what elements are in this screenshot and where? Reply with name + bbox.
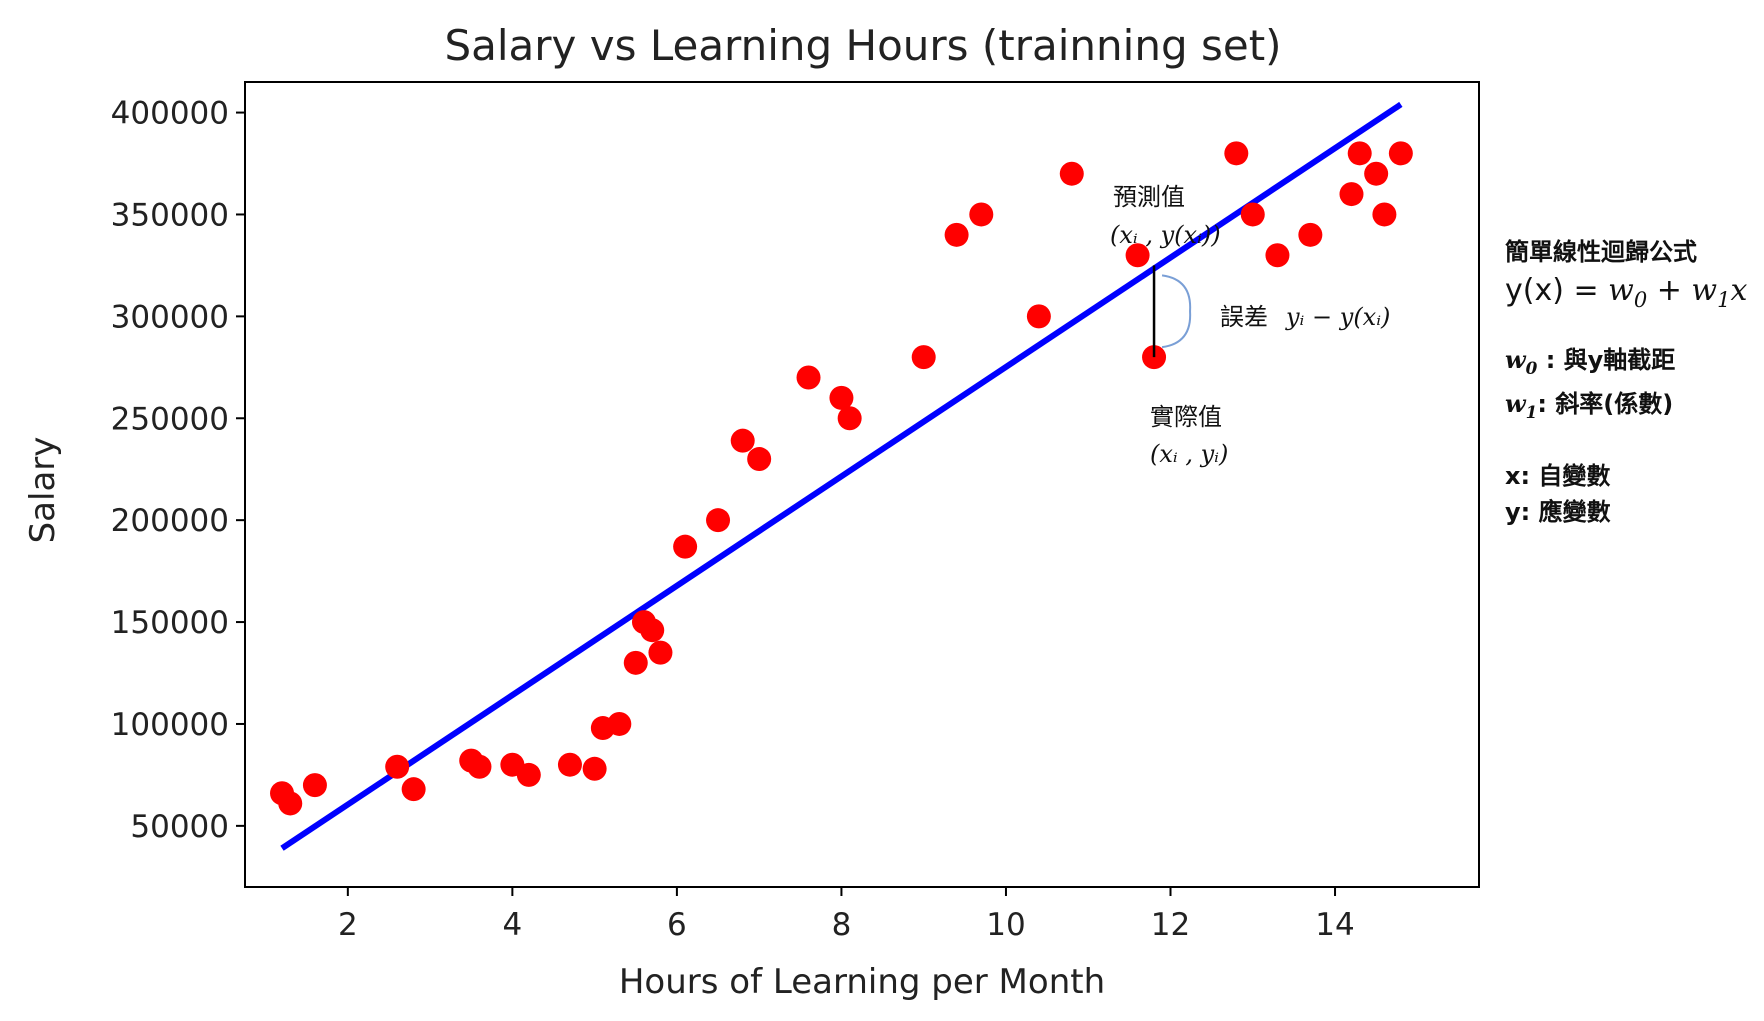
data-point <box>557 752 582 777</box>
data-point <box>467 754 492 779</box>
error-annotation <box>1152 265 1192 358</box>
x-axis-label: Hours of Learning per Month <box>619 962 1105 1002</box>
y-tick-label: 200000 <box>111 503 229 539</box>
data-point <box>1388 141 1413 166</box>
data-point <box>911 345 936 370</box>
data-point <box>796 365 821 390</box>
formula-panel: 簡單線性迴歸公式 y(x) = w0 + w1x w0 : 與y軸截距 w1: … <box>1505 232 1760 530</box>
x-tick-label: 2 <box>338 907 358 943</box>
equation-w0-symbol: w <box>1608 273 1634 308</box>
data-point <box>1298 222 1323 247</box>
data-points <box>270 141 1413 816</box>
x-definition: x: 自變數 <box>1505 461 1611 490</box>
equation-w0-sub: 0 <box>1633 288 1648 312</box>
y-tick-label: 250000 <box>111 401 229 437</box>
data-point <box>1026 304 1051 329</box>
actual-label: 實際值 <box>1150 403 1222 431</box>
data-point <box>969 202 994 227</box>
data-point <box>1125 243 1150 268</box>
error-expression: 𝑦ᵢ − y(𝑥ᵢ) <box>1285 303 1390 331</box>
data-point <box>302 773 327 798</box>
data-point <box>944 222 969 247</box>
error-brace <box>1161 274 1192 349</box>
y-axis: 50000 100000 150000 200000 250000 300000 35000… <box>111 96 245 845</box>
data-point <box>385 754 410 779</box>
y-tick-label: 400000 <box>111 96 229 132</box>
data-point <box>1240 202 1265 227</box>
y-tick-label: 150000 <box>111 605 229 641</box>
x-tick-label: 10 <box>986 907 1025 943</box>
data-point <box>1059 161 1084 186</box>
data-point <box>1347 141 1372 166</box>
x-tick-label: 12 <box>1151 907 1190 943</box>
w0-definition: w0 : 與y軸截距 <box>1505 342 1760 386</box>
equation-w1-symbol: w <box>1691 273 1718 308</box>
equation-plus: + <box>1647 273 1692 308</box>
y-tick-label: 350000 <box>111 197 229 233</box>
data-point <box>582 756 607 781</box>
w0-letter: w <box>1505 345 1526 374</box>
data-point <box>278 791 303 816</box>
regression-line <box>280 101 1403 851</box>
w0-text: : 與y軸截距 <box>1537 346 1676 374</box>
x-tick-label: 6 <box>667 907 687 943</box>
data-point <box>730 428 755 453</box>
data-point <box>1265 243 1290 268</box>
predicted-label: 預測值 <box>1113 183 1185 211</box>
actual-coord: (𝑥ᵢ , 𝑦ᵢ) <box>1150 440 1228 468</box>
data-point <box>1372 202 1397 227</box>
plot-frame <box>244 81 1480 888</box>
chart-title: Salary vs Learning Hours (trainning set) <box>444 21 1281 70</box>
regression-equation: y(x) = w0 + w1x <box>1505 273 1760 312</box>
w1-symbol: w1 <box>1505 388 1537 422</box>
data-point <box>747 447 772 472</box>
data-point <box>1224 141 1249 166</box>
y-tick-label: 100000 <box>111 707 229 743</box>
data-point <box>648 640 673 665</box>
w1-letter: w <box>1505 388 1526 418</box>
x-tick-label: 14 <box>1315 907 1354 943</box>
data-point <box>516 762 541 787</box>
w1-definition: w1: 斜率(係數) <box>1505 386 1760 430</box>
equation-x: x <box>1730 273 1748 308</box>
data-point <box>640 618 665 643</box>
data-point <box>837 406 862 431</box>
y-tick-label: 50000 <box>130 809 229 845</box>
x-tick-label: 4 <box>502 907 522 943</box>
w0-symbol: w0 <box>1505 345 1537 378</box>
w0-subscript: 0 <box>1525 357 1538 378</box>
data-point <box>1364 161 1389 186</box>
y-definition: y: 應變數 <box>1505 497 1611 526</box>
data-point <box>829 385 854 410</box>
y-axis-label: Salary <box>23 437 63 544</box>
w1-text: : 斜率(係數) <box>1537 389 1674 418</box>
x-axis: 2 4 6 8 10 12 14 <box>338 887 1355 943</box>
data-point <box>607 711 632 736</box>
w1-subscript: 1 <box>1525 401 1538 422</box>
data-point <box>673 534 698 559</box>
equation-w0: w0 <box>1608 273 1647 312</box>
predicted-coord: (𝑥ᵢ , y(𝑥ᵢ)) <box>1110 221 1221 249</box>
formula-title: 簡單線性迴歸公式 <box>1505 238 1697 266</box>
x-tick-label: 8 <box>832 907 852 943</box>
regression-line-group <box>280 101 1403 851</box>
equation-prefix: y(x) = <box>1505 273 1609 308</box>
error-label: 誤差 <box>1220 303 1268 331</box>
data-point <box>1339 182 1364 207</box>
y-tick-label: 300000 <box>111 299 229 335</box>
equation-w1-sub: 1 <box>1717 288 1731 312</box>
data-point <box>401 777 426 802</box>
equation-w1: w1 <box>1691 273 1730 312</box>
data-point <box>706 508 731 533</box>
data-point <box>623 650 648 675</box>
